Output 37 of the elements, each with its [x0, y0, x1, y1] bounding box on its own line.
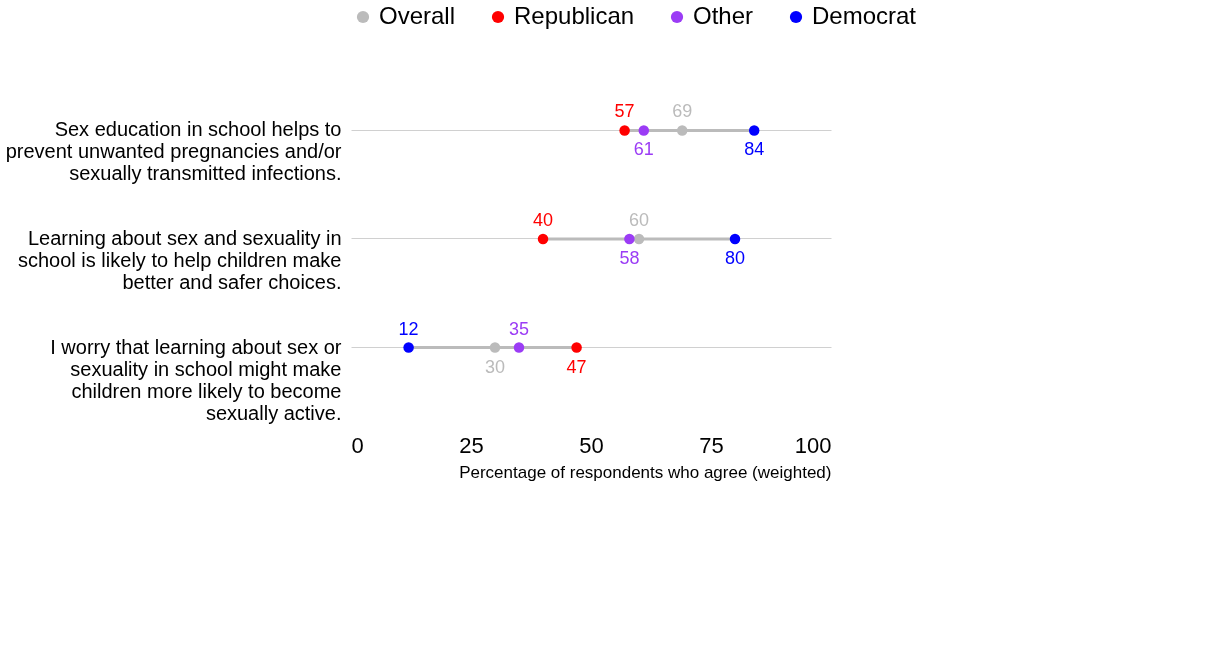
point [537, 233, 549, 245]
point [638, 125, 650, 136]
data-label: 40 [532, 210, 554, 230]
y-tick-label: Learning about sex and sexuality in school is likely to help children make better and safer choices. [18, 227, 342, 293]
legend-label: Other [693, 2, 754, 29]
x-tick-label: 50 [579, 432, 604, 458]
point [676, 125, 688, 136]
y-tick-label: Sex education in school helps to prevent unwanted pregnancies and/or sexually transmitted infections. [5, 118, 342, 185]
data-label: 69 [672, 101, 693, 122]
point [403, 342, 414, 353]
point [624, 233, 635, 245]
point [571, 342, 582, 353]
point [729, 233, 741, 245]
data-label: 30 [484, 356, 506, 377]
point [489, 342, 501, 353]
data-label: 61 [633, 139, 654, 160]
data-label: 58 [619, 248, 640, 268]
y-tick-label: I worry that learning about sex or sexuality in school might make children more likely to become sexually active. [50, 335, 342, 424]
data-label: 35 [508, 318, 530, 339]
x-tick-label: 0 [351, 432, 364, 458]
x-tick-label: 100 [794, 432, 832, 458]
legend-label: Overall [379, 2, 456, 29]
point [619, 125, 630, 136]
point [748, 125, 760, 136]
legend-label: Democrat [812, 2, 917, 29]
x-tick-label: 75 [699, 432, 724, 458]
data-label: 80 [724, 248, 746, 268]
point [633, 233, 645, 245]
point [513, 342, 525, 353]
data-label: 60 [628, 210, 650, 230]
data-label: 12 [398, 318, 419, 339]
data-label: 47 [566, 356, 587, 377]
x-axis-title: Percentage of respondents who agree (weighted) [459, 462, 832, 482]
data-label: 84 [744, 139, 765, 160]
x-tick-label: 25 [459, 432, 484, 458]
legend-label: Republican [514, 2, 635, 29]
data-label: 57 [614, 101, 635, 122]
